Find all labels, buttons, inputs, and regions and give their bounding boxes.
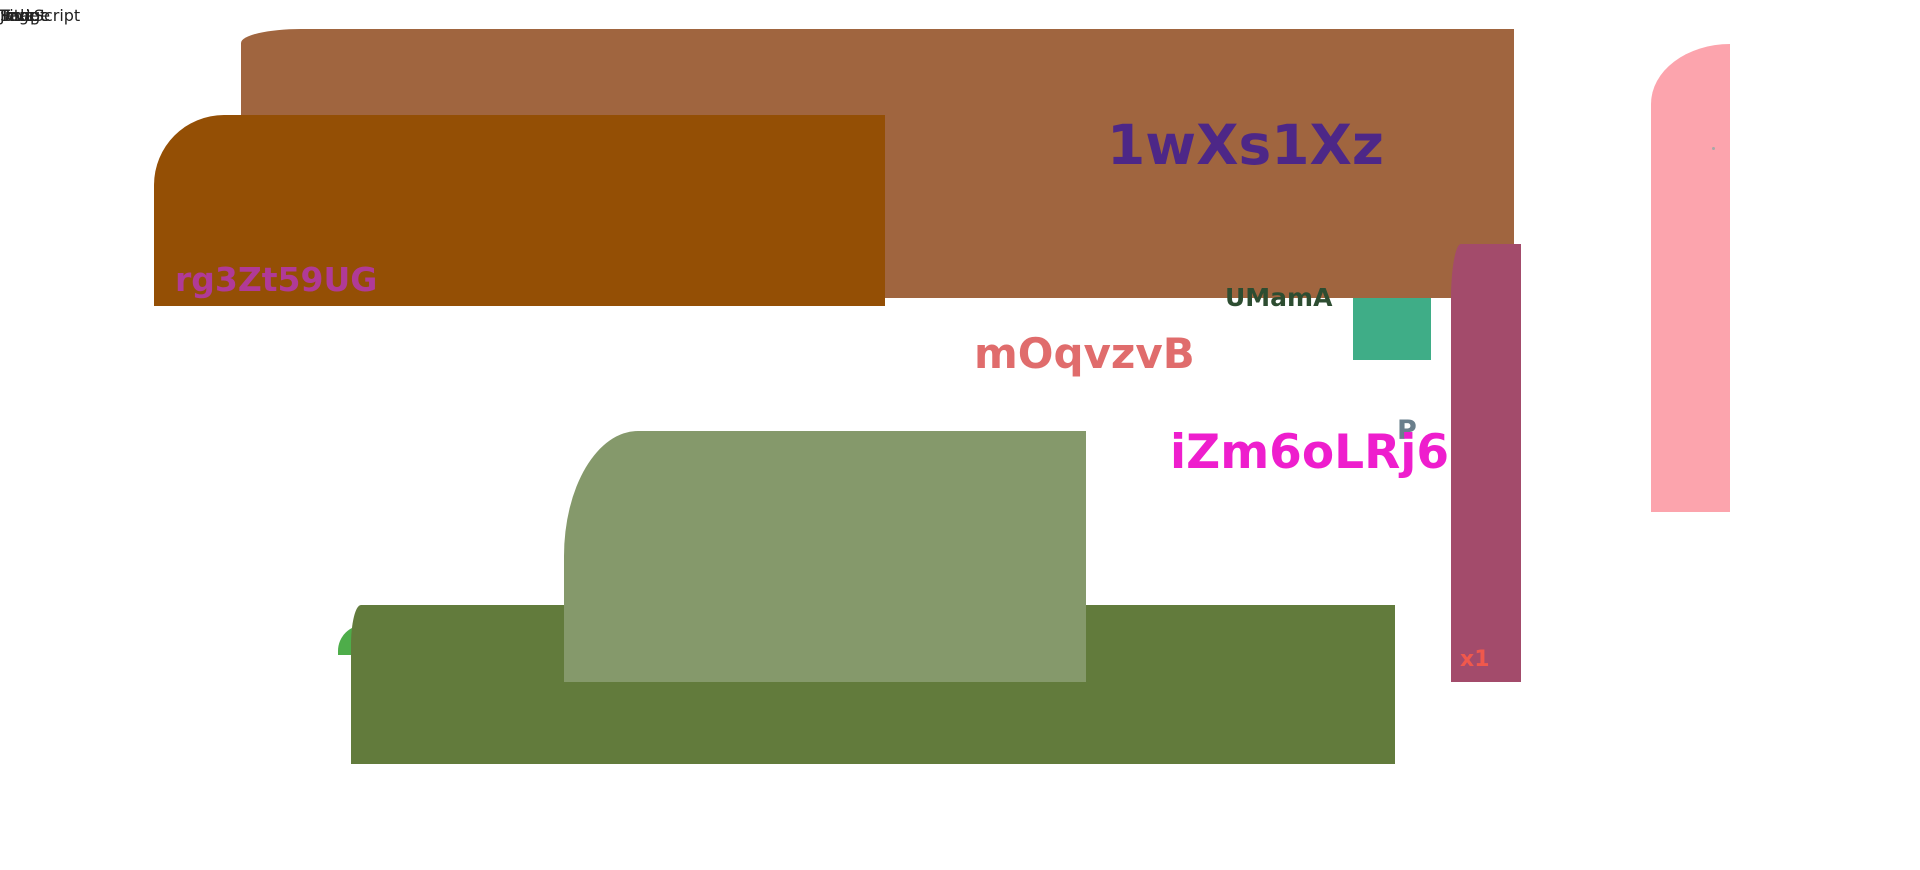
magenta-bar — [1451, 244, 1521, 682]
orange-panel-label: rg3Zt59UG — [175, 260, 378, 299]
brown-panel-label: 1wXs1Xz — [1107, 113, 1384, 177]
sage-panel — [564, 431, 1086, 682]
pink-bar — [1651, 44, 1730, 512]
single-letter-label: P — [1397, 415, 1417, 446]
corner-text-item: Image — [0, 6, 51, 25]
middle-label: mOqvzvB — [974, 329, 1195, 378]
between-label: UMamA — [1225, 283, 1333, 312]
corner-text-item: Page — [0, 6, 39, 25]
corner-text-item: JavaScript — [0, 6, 81, 25]
corner-text-item: Text — [0, 6, 33, 25]
bar-label: x1 — [1460, 647, 1490, 672]
corner-text-item: Script — [0, 6, 47, 25]
magenta-label: iZm6oLRj6 — [1170, 425, 1450, 480]
orange-panel — [154, 115, 885, 306]
corner-text-item: Title — [0, 6, 35, 25]
pink-dot — [1712, 147, 1715, 150]
teal-square — [1353, 298, 1431, 360]
